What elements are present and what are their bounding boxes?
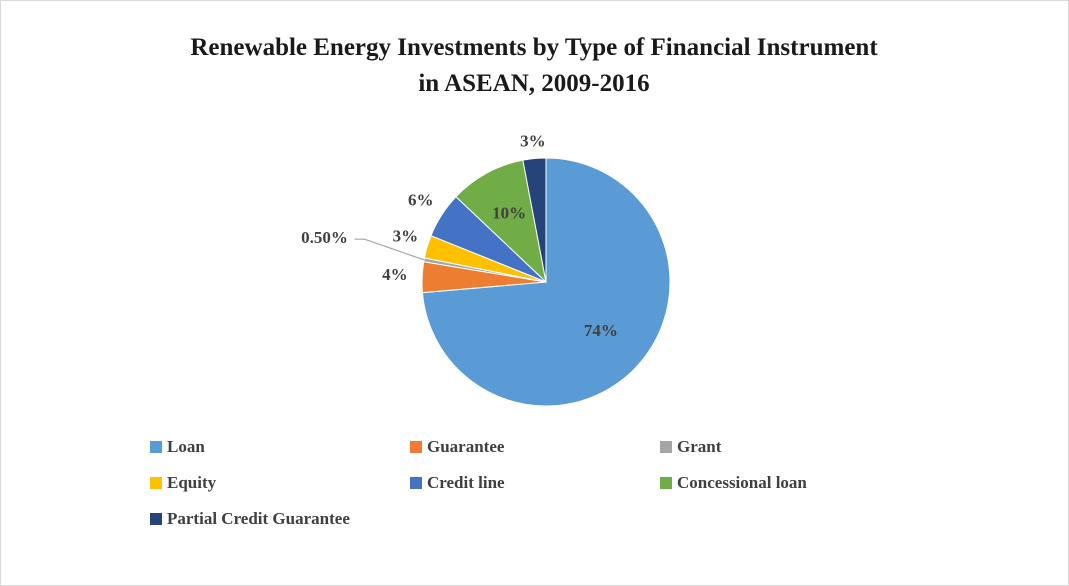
legend-swatch [150, 441, 162, 453]
legend-swatch [410, 477, 422, 489]
legend-swatch [660, 441, 672, 453]
legend-swatch [410, 441, 422, 453]
pie-slice [455, 159, 547, 284]
legend-label: Partial Credit Guarantee [167, 509, 350, 528]
data-label: 3% [520, 131, 546, 150]
data-label: 6% [408, 191, 434, 210]
pie-slice [522, 157, 547, 283]
legend-label: Grant [677, 437, 722, 456]
legend-label: Loan [167, 437, 205, 456]
legend-swatch [150, 513, 162, 525]
data-label: 3% [393, 226, 419, 245]
data-label: 74% [584, 321, 618, 340]
data-label: 0.50% [301, 228, 348, 247]
chart-title: Renewable Energy Investments by Type of … [190, 34, 878, 97]
legend-label: Equity [167, 473, 217, 492]
legend-label: Guarantee [427, 437, 505, 456]
legend-label: Credit line [427, 473, 505, 492]
legend-swatch [660, 477, 672, 489]
leader-line [354, 238, 425, 261]
legend-label: Concessional loan [677, 473, 807, 492]
legend-swatch [150, 477, 162, 489]
data-label: 10% [492, 203, 526, 222]
data-label: 4% [382, 265, 408, 284]
